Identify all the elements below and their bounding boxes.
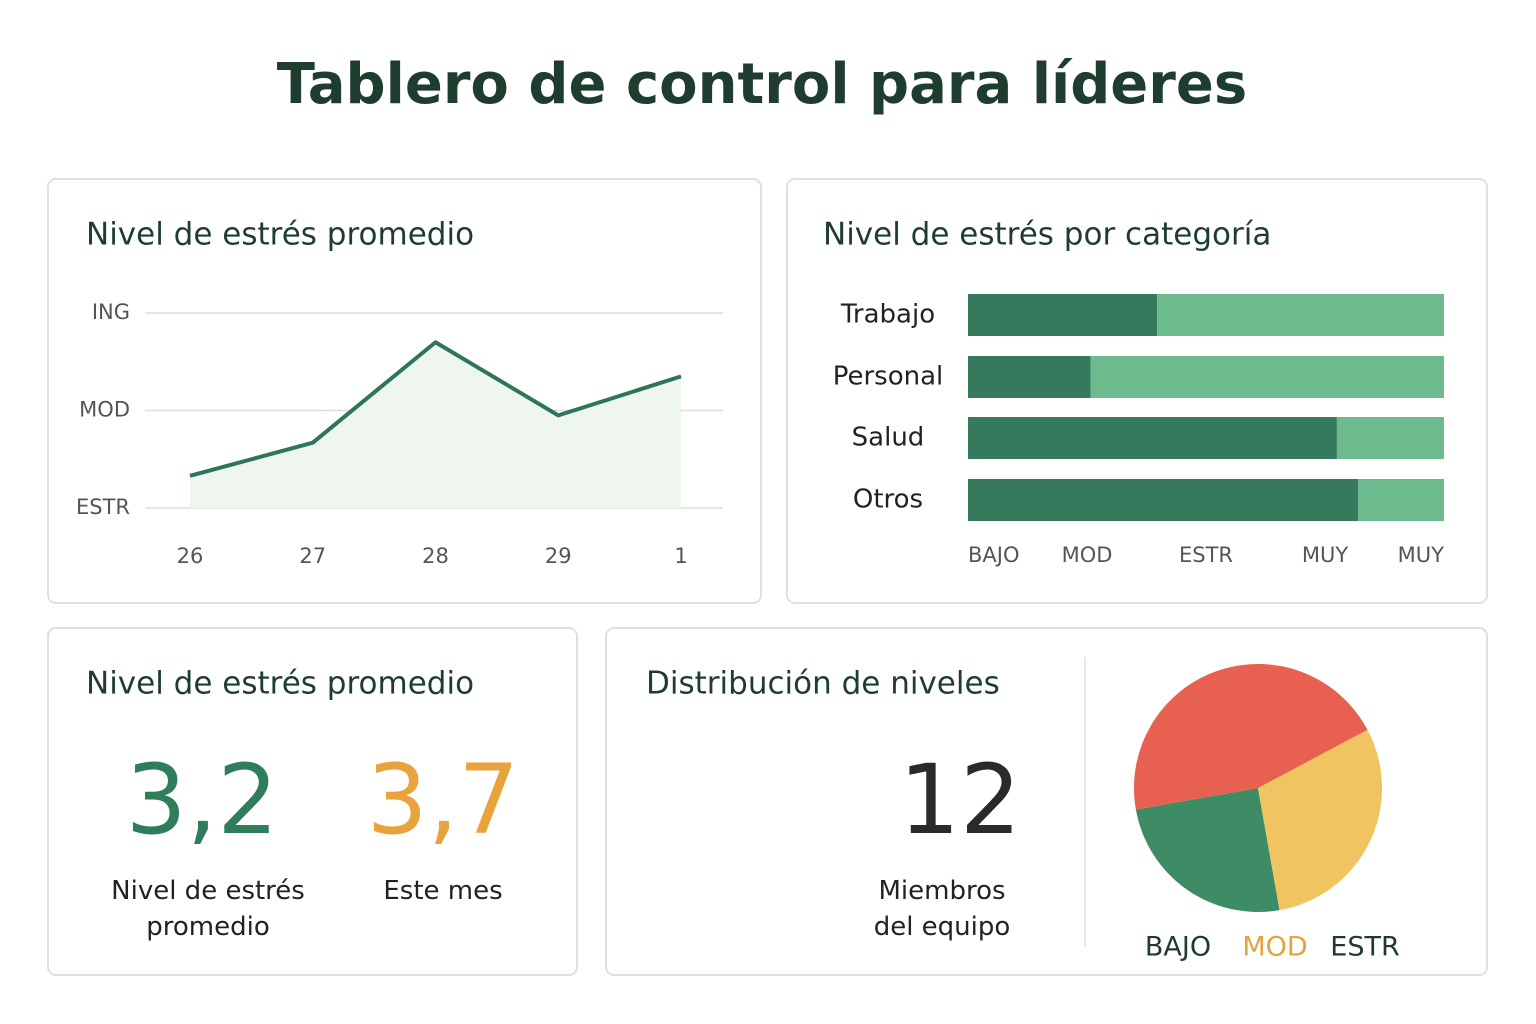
card-title: Nivel de estrés por categoría: [823, 217, 1271, 253]
team-label: Miembros del equipo: [873, 876, 1011, 942]
stat-value: 3,2: [125, 744, 279, 856]
x-tick-label: MUY: [1398, 543, 1444, 567]
legend-label: BAJO: [1145, 932, 1211, 963]
bar-segment: [1358, 479, 1444, 521]
line: [189, 340, 682, 478]
bar-segment: [1336, 417, 1444, 459]
y-tick-label: MOD: [79, 398, 130, 422]
card: [47, 627, 578, 976]
x-tick-label: 1: [674, 544, 687, 568]
y-tick-label: ING: [92, 300, 130, 324]
y-tick-label: ESTR: [76, 495, 130, 519]
x-tick-label: ESTR: [1179, 543, 1233, 567]
bar-segment: [1090, 356, 1444, 398]
x-tick-label: BAJO: [968, 543, 1020, 567]
x-tick-label: 28: [422, 544, 449, 568]
bar-segment: [968, 294, 1158, 336]
bar-segment: [968, 356, 1091, 398]
stat-value: 3,7: [366, 744, 520, 856]
legend-label: ESTR: [1330, 932, 1399, 963]
pie-slice: [1258, 729, 1382, 911]
category-label: Personal: [833, 362, 944, 392]
legend-label: MOD: [1242, 932, 1307, 963]
stat-label: Este mes: [383, 876, 503, 906]
x-tick-label: 27: [299, 544, 326, 568]
page-title: Tablero de control para líderes: [277, 52, 1247, 117]
card-title: Nivel de estrés promedio: [86, 217, 474, 253]
x-tick-label: MUY: [1302, 543, 1348, 567]
card-title: Distribución de niveles: [646, 666, 1000, 702]
x-tick-label: MOD: [1062, 543, 1113, 567]
x-tick-label: 29: [545, 544, 572, 568]
bar-segment: [1157, 294, 1444, 336]
team-value: 12: [898, 744, 1022, 856]
category-label: Otros: [853, 485, 923, 515]
stat-label: Nivel de estrés promedio: [111, 876, 305, 942]
x-tick-label: 26: [177, 544, 204, 568]
card-title: Nivel de estrés promedio: [86, 666, 474, 702]
area: [190, 342, 681, 508]
category-label: Salud: [852, 423, 925, 453]
bar-segment: [968, 479, 1359, 521]
pie-slice: [1133, 663, 1368, 810]
bar-segment: [968, 417, 1337, 459]
pie-slice: [1135, 788, 1280, 912]
category-label: Trabajo: [840, 300, 935, 330]
